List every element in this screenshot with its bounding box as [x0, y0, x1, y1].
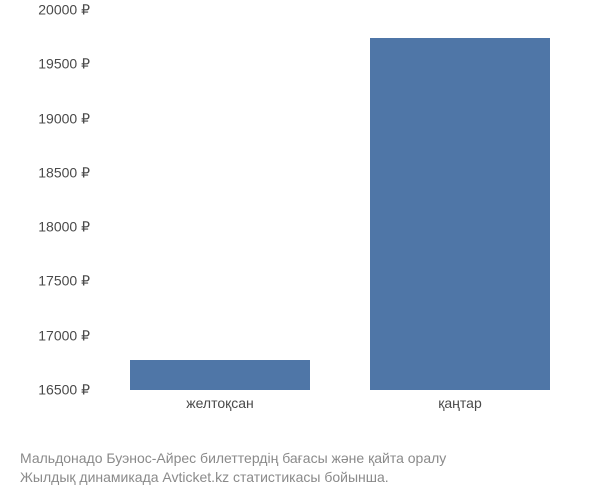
x-axis-labels: желтоқсан қаңтар	[100, 395, 580, 425]
y-tick-label: 20000 ₽	[38, 2, 90, 19]
chart-caption: Мальдонадо Буэнос-Айрес билеттердің баға…	[20, 449, 580, 488]
plot-area	[100, 10, 580, 390]
caption-line-2: Жылдық динамикада Avticket.kz статистика…	[20, 468, 580, 488]
bar	[370, 38, 550, 390]
y-tick-label: 19000 ₽	[38, 110, 90, 127]
y-tick-label: 18000 ₽	[38, 219, 90, 236]
y-tick-label: 19500 ₽	[38, 56, 90, 73]
caption-line-1: Мальдонадо Буэнос-Айрес билеттердің баға…	[20, 449, 580, 469]
x-tick-label: желтоқсан	[186, 395, 254, 411]
bar	[130, 360, 310, 390]
y-tick-label: 16500 ₽	[38, 382, 90, 399]
bars-group	[100, 10, 580, 390]
y-tick-label: 17000 ₽	[38, 327, 90, 344]
y-tick-label: 17500 ₽	[38, 273, 90, 290]
x-tick-label: қаңтар	[438, 395, 481, 411]
y-axis: 16500 ₽17000 ₽17500 ₽18000 ₽18500 ₽19000…	[20, 10, 98, 390]
chart-container: 16500 ₽ 17000 ₽ 17500 ₽ 18000 ₽ 18500 ₽ 19000…	[20, 10, 580, 440]
y-tick-label: 18500 ₽	[38, 164, 90, 181]
